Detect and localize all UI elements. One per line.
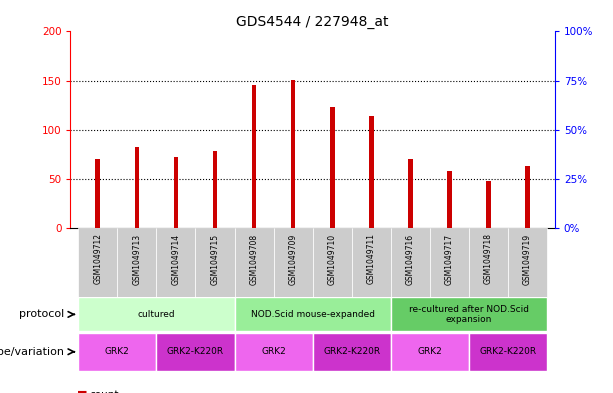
Bar [313,228,352,297]
Bar [390,228,430,297]
Text: ■: ■ [77,390,87,393]
Bar [156,333,235,371]
Bar [78,298,235,331]
Bar [156,228,196,297]
Bar [273,228,313,297]
Bar [469,333,547,371]
Text: GRK2: GRK2 [105,347,130,356]
Bar [235,333,313,371]
Text: re-cultured after NOD.Scid
expansion: re-cultured after NOD.Scid expansion [409,305,529,324]
Text: GRK2: GRK2 [417,347,442,356]
Bar [390,333,469,371]
Bar [235,228,273,297]
Text: GSM1049713: GSM1049713 [132,233,142,285]
Text: cultured: cultured [137,310,175,319]
Text: protocol: protocol [19,309,64,320]
Bar [313,333,390,371]
Bar [252,86,256,228]
Text: GRK2: GRK2 [261,347,286,356]
Bar [469,228,508,297]
Text: GRK2-K220R: GRK2-K220R [323,347,380,356]
Text: GSM1049715: GSM1049715 [210,233,219,285]
Bar [508,228,547,297]
Point [484,1,493,7]
Bar [486,181,491,228]
Text: count: count [89,390,118,393]
Bar [525,166,530,228]
Bar [196,228,235,297]
Text: GSM1049717: GSM1049717 [445,233,454,285]
Bar [430,228,469,297]
Text: GSM1049708: GSM1049708 [249,233,259,285]
Text: GSM1049716: GSM1049716 [406,233,415,285]
Bar [213,151,218,228]
Text: GSM1049709: GSM1049709 [289,233,297,285]
Bar [291,79,295,228]
Bar [78,333,156,371]
Bar [369,116,373,228]
Bar [408,159,413,228]
Bar [235,298,390,331]
Text: GRK2-K220R: GRK2-K220R [479,347,536,356]
Text: GRK2-K220R: GRK2-K220R [167,347,224,356]
Bar [134,147,139,228]
Bar [117,228,156,297]
Text: GSM1049711: GSM1049711 [367,233,376,285]
Bar [390,298,547,331]
Bar [330,107,335,228]
Text: GSM1049710: GSM1049710 [328,233,337,285]
Text: GSM1049719: GSM1049719 [523,233,532,285]
Text: genotype/variation: genotype/variation [0,347,64,357]
Bar [447,171,452,228]
Text: GSM1049712: GSM1049712 [93,233,102,285]
Text: GSM1049714: GSM1049714 [172,233,180,285]
Bar [96,159,100,228]
Bar [352,228,390,297]
Title: GDS4544 / 227948_at: GDS4544 / 227948_at [237,15,389,29]
Bar [173,157,178,228]
Text: NOD.Scid mouse-expanded: NOD.Scid mouse-expanded [251,310,375,319]
Bar [78,228,117,297]
Text: GSM1049718: GSM1049718 [484,233,493,285]
